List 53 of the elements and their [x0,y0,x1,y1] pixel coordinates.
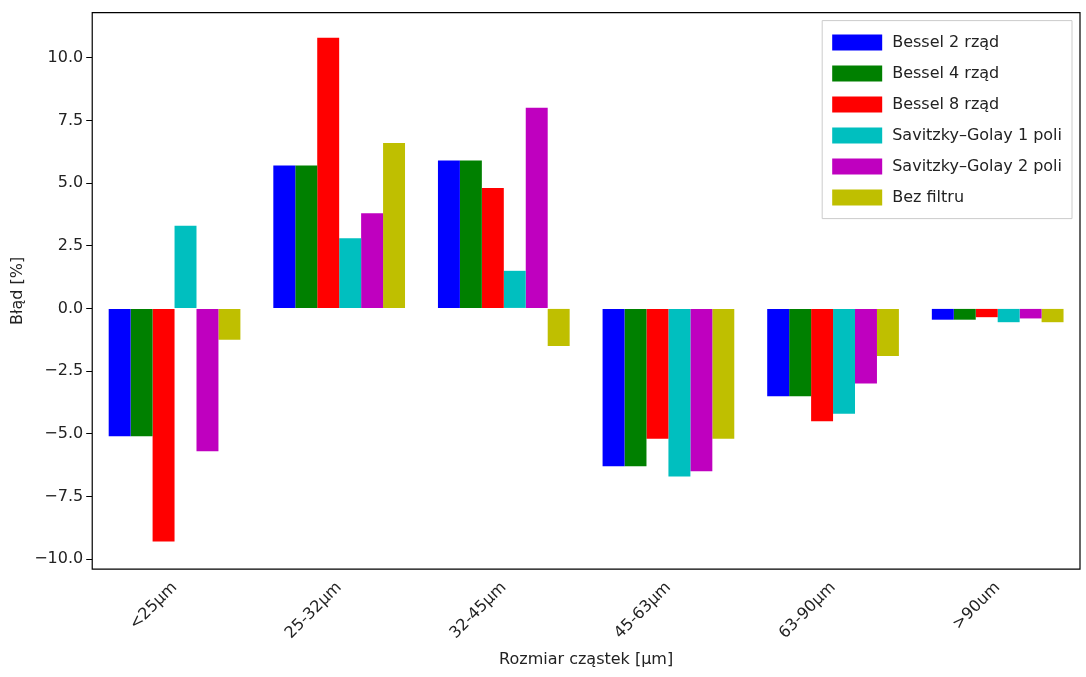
legend-label: Bessel 2 rząd [892,31,1000,51]
x-axis-title: Rozmiar cząstek [µm] [499,648,674,668]
bar [525,107,548,308]
bar [624,308,647,467]
bar [459,160,482,308]
bar [295,165,318,308]
bar [196,308,219,452]
y-tick-label: −2.5 [44,360,84,380]
y-tick-label: 0.0 [57,297,84,317]
legend-label: Bessel 8 rząd [892,93,1000,113]
bar [668,308,691,477]
bar [1019,308,1042,319]
bar [361,213,384,308]
bar [1041,308,1064,323]
bar [130,308,153,437]
legend-label: Savitzky–Golay 2 poli [892,155,1063,175]
bar [953,308,976,320]
bar [690,308,713,472]
y-tick-label: −10.0 [34,548,84,568]
bar [383,142,406,308]
bar [218,308,241,340]
y-tick-label: 7.5 [57,109,84,129]
bar [811,308,834,422]
bar [712,308,735,439]
bar [503,270,526,308]
bar [767,308,790,397]
bar [547,308,570,347]
y-tick-label: 2.5 [57,234,84,254]
y-axis-title: Błąd [%] [6,256,26,325]
bar [108,308,131,437]
bar [339,238,362,308]
bar [876,308,899,357]
bar [975,308,998,318]
bar [174,225,197,308]
legend-label: Savitzky–Golay 1 poli [892,124,1063,144]
y-tick-label: 10.0 [47,46,84,66]
bar [317,37,340,308]
legend-label: Bessel 4 rząd [892,62,1000,82]
bar [931,308,954,320]
y-tick-label: −5.0 [44,422,84,442]
bar [481,188,504,308]
y-tick-label: 5.0 [57,172,84,192]
y-tick-label: −7.5 [44,485,84,505]
bar [152,308,175,542]
bar [789,308,812,397]
bar [855,308,877,384]
bar [273,165,296,308]
bar [833,308,856,414]
bar [646,308,669,439]
bar [437,160,460,308]
bar [602,308,625,467]
bar [997,308,1020,323]
legend-label: Bez filtru [892,186,965,206]
